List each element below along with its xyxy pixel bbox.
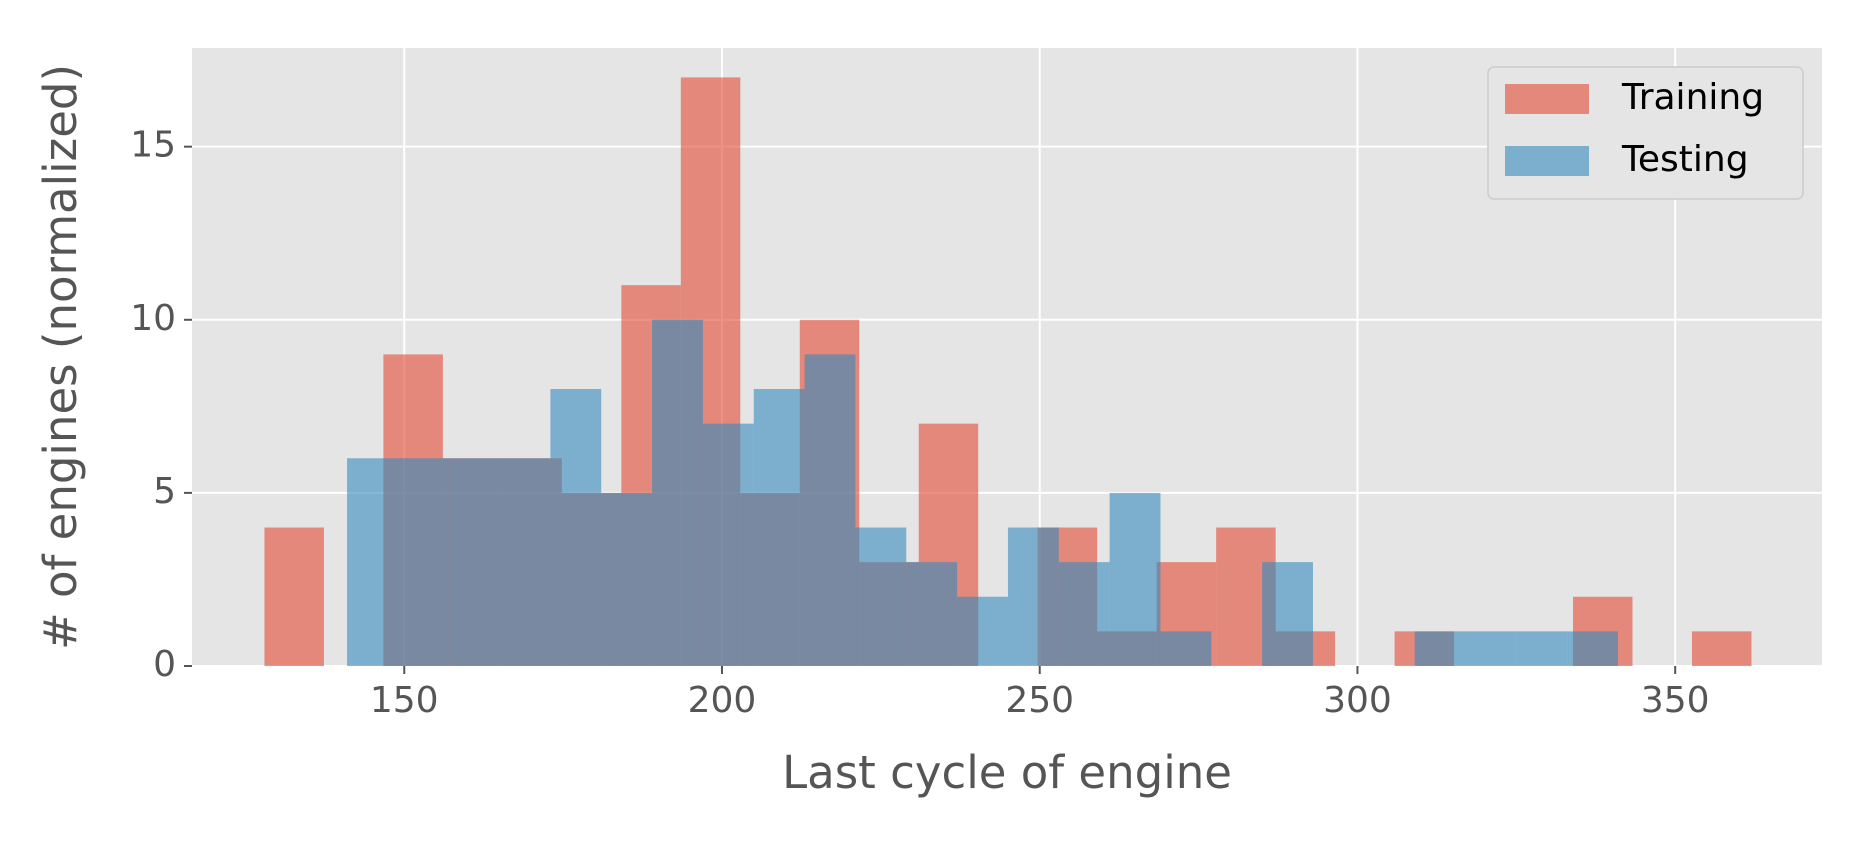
histogram-bar [1109,492,1161,666]
histogram-bar [1160,631,1212,666]
x-tick-label: 250 [1005,680,1074,721]
histogram-bar [1465,631,1517,666]
legend-swatch [1505,84,1589,114]
histogram-bar [652,319,703,666]
histogram-bar [753,389,805,666]
histogram-bar [499,458,551,666]
x-tick-label: 350 [1641,680,1710,721]
histogram-bar [906,562,958,666]
histogram-bar [702,423,754,666]
histogram-bar [855,527,907,666]
legend-label: Testing [1621,139,1749,180]
histogram-bar [448,458,500,666]
histogram-bar [1262,562,1313,666]
y-tick-label: 15 [130,125,176,166]
histogram-bar [1058,562,1110,666]
histogram-bar [264,527,324,666]
x-axis-label: Last cycle of engine [782,746,1232,799]
histogram-bar [397,458,449,666]
y-tick-label: 0 [153,644,176,685]
histogram-bar [957,596,1008,666]
x-tick-label: 200 [688,680,757,721]
y-tick-label: 10 [130,298,176,339]
y-axis-label: # of engines (normalized) [34,64,87,650]
histogram-bar [1007,527,1059,666]
legend-swatch [1505,146,1589,176]
histogram-bar [347,458,398,666]
x-tick-label: 150 [370,680,439,721]
histogram-bar [1691,631,1752,666]
y-tick-label: 5 [153,471,176,512]
x-tick-label: 300 [1323,680,1392,721]
histogram-bar [550,389,602,666]
legend-label: Training [1621,77,1764,118]
histogram-bar [1516,631,1568,666]
histogram-bar [1567,631,1619,666]
histogram-bar [804,354,856,666]
histogram-bar [601,492,653,666]
histogram-bar [1414,631,1466,666]
